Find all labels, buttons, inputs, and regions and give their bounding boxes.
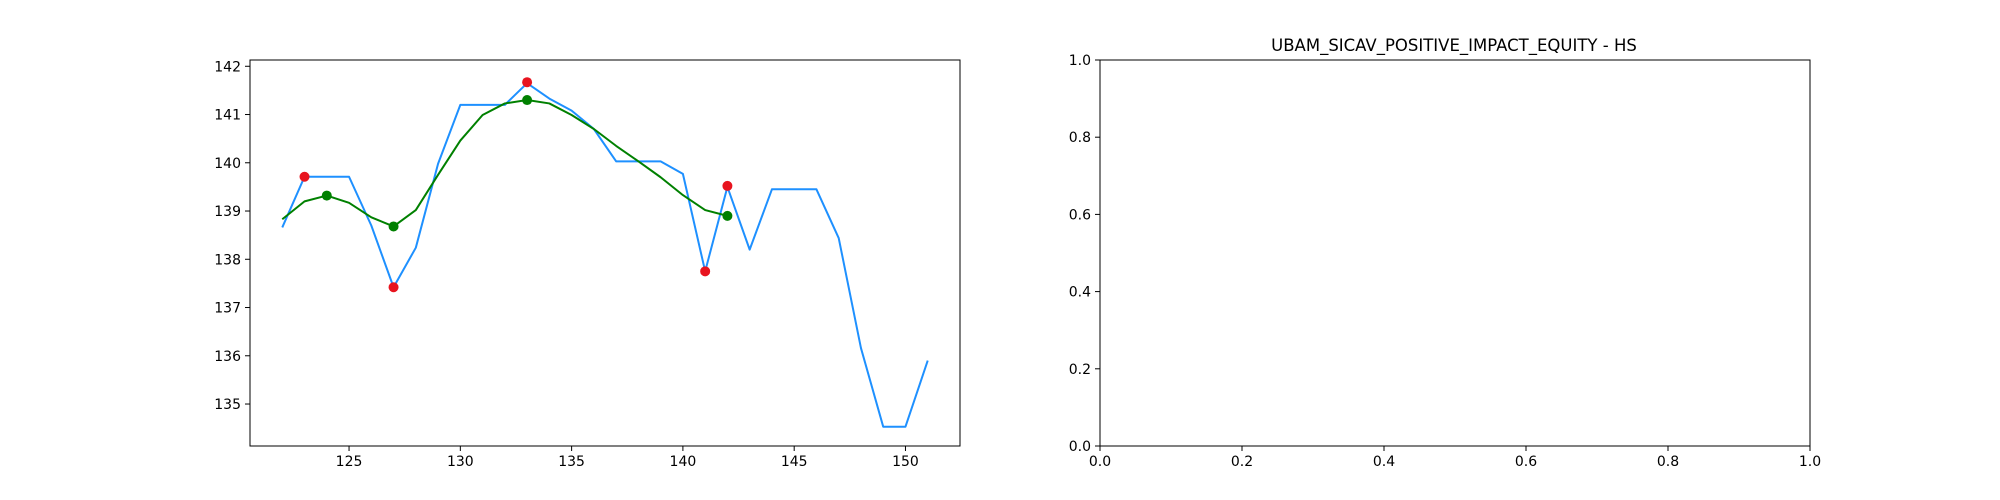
red-extremum-point	[722, 180, 733, 191]
y-tick-label: 137	[214, 301, 241, 317]
price-chart-lines	[281, 82, 929, 428]
price-chart-markers	[299, 77, 733, 293]
y-tick-label: 136	[214, 349, 241, 365]
price-chart-panel: 125 130 135 140 145 150 135 136 137 138 139 140 141 1…	[214, 59, 961, 470]
x-tick-label: 0.2	[1231, 454, 1253, 470]
y-tick-label: 1.0	[1069, 53, 1091, 69]
green-extremum-point	[522, 95, 533, 106]
red-extremum-point	[700, 266, 711, 277]
y-tick-label: 139	[214, 204, 241, 220]
empty-chart-panel: UBAM_SICAV_POSITIVE_IMPACT_EQUITY - HS 0…	[1069, 36, 1821, 470]
y-tick-label: 140	[214, 156, 241, 172]
price-line	[281, 82, 929, 428]
price-chart-frame	[249, 59, 961, 447]
empty-chart-ticks: 0.0 0.2 0.4 0.6 0.8 1.0 0.0 0.2 0.4 0.6 0.8 1.0	[1069, 53, 1821, 470]
smoothed-line	[281, 99, 728, 228]
x-tick-label: 0.6	[1515, 454, 1537, 470]
red-extremum-point	[522, 77, 533, 88]
y-tick-label: 0.4	[1069, 285, 1091, 301]
red-extremum-point	[299, 171, 310, 182]
x-tick-label: 125	[336, 454, 363, 470]
x-tick-label: 150	[892, 454, 919, 470]
y-tick-label: 142	[214, 59, 241, 75]
x-tick-label: 1.0	[1799, 454, 1821, 470]
x-tick-label: 0.4	[1373, 454, 1395, 470]
y-tick-label: 0.8	[1069, 130, 1091, 146]
empty-chart-frame	[1099, 59, 1811, 447]
x-tick-label: 130	[447, 454, 474, 470]
y-tick-label: 135	[214, 397, 241, 413]
x-tick-label: 140	[670, 454, 697, 470]
green-extremum-point	[388, 221, 399, 232]
x-tick-label: 0.8	[1657, 454, 1679, 470]
y-tick-label: 0.6	[1069, 207, 1091, 223]
x-tick-label: 0.0	[1089, 454, 1111, 470]
y-tick-label: 141	[214, 108, 241, 124]
y-tick-label: 138	[214, 252, 241, 268]
price-chart-ticks: 125 130 135 140 145 150 135 136 137 138 139 140 141 1…	[214, 59, 919, 470]
green-extremum-point	[321, 190, 332, 201]
green-extremum-point	[722, 210, 733, 221]
x-tick-label: 145	[781, 454, 808, 470]
x-tick-label: 135	[558, 454, 585, 470]
y-tick-label: 0.2	[1069, 362, 1091, 378]
empty-chart-title: UBAM_SICAV_POSITIVE_IMPACT_EQUITY - HS	[1271, 36, 1637, 56]
y-tick-label: 0.0	[1069, 439, 1091, 455]
red-extremum-point	[388, 282, 399, 293]
